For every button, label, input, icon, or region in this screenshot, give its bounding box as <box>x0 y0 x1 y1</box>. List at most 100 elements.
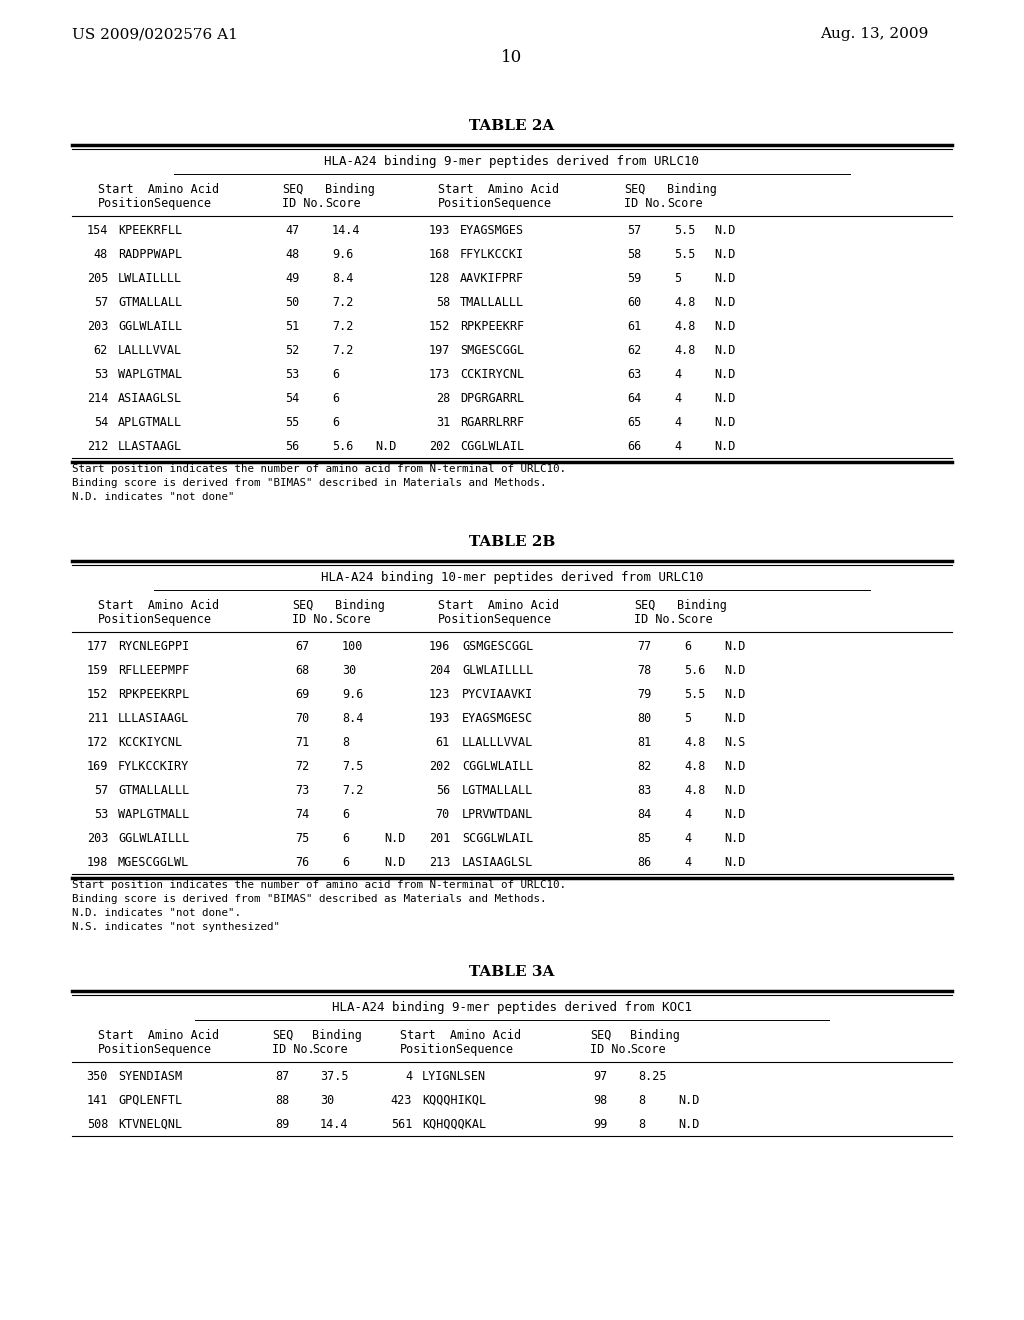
Text: SYENDIASM: SYENDIASM <box>118 1071 182 1082</box>
Text: 89: 89 <box>274 1118 289 1131</box>
Text: 350: 350 <box>87 1071 108 1082</box>
Text: LLLASIAAGL: LLLASIAAGL <box>118 711 189 725</box>
Text: 7.2: 7.2 <box>332 319 353 333</box>
Text: GPQLENFTL: GPQLENFTL <box>118 1094 182 1107</box>
Text: N.D: N.D <box>714 392 735 405</box>
Text: 7.2: 7.2 <box>332 345 353 356</box>
Text: 62: 62 <box>94 345 108 356</box>
Text: 173: 173 <box>429 368 450 381</box>
Text: WAPLGTMAL: WAPLGTMAL <box>118 368 182 381</box>
Text: LWLAILLLL: LWLAILLLL <box>118 272 182 285</box>
Text: 7.5: 7.5 <box>342 760 364 774</box>
Text: N.D. indicates "not done".: N.D. indicates "not done". <box>72 908 241 917</box>
Text: FYLKCCKIRY: FYLKCCKIRY <box>118 760 189 774</box>
Text: 128: 128 <box>429 272 450 285</box>
Text: 152: 152 <box>429 319 450 333</box>
Text: Binding score is derived from "BIMAS" described as Materials and Methods.: Binding score is derived from "BIMAS" de… <box>72 894 547 904</box>
Text: 172: 172 <box>87 737 108 748</box>
Text: N.D: N.D <box>384 832 406 845</box>
Text: 55: 55 <box>285 416 299 429</box>
Text: Binding: Binding <box>325 183 375 195</box>
Text: KQQQHIKQL: KQQQHIKQL <box>422 1094 486 1107</box>
Text: AAVKIFPRF: AAVKIFPRF <box>460 272 524 285</box>
Text: 202: 202 <box>429 760 450 774</box>
Text: 82: 82 <box>637 760 651 774</box>
Text: 8: 8 <box>638 1118 645 1131</box>
Text: N.D: N.D <box>678 1118 699 1131</box>
Text: N.S. indicates "not synthesized": N.S. indicates "not synthesized" <box>72 921 280 932</box>
Text: Score: Score <box>630 1043 666 1056</box>
Text: 58: 58 <box>627 248 641 261</box>
Text: 53: 53 <box>94 808 108 821</box>
Text: 70: 70 <box>436 808 450 821</box>
Text: SEQ: SEQ <box>282 183 303 195</box>
Text: N.D: N.D <box>714 416 735 429</box>
Text: 8.25: 8.25 <box>638 1071 667 1082</box>
Text: 10: 10 <box>502 49 522 66</box>
Text: 48: 48 <box>285 248 299 261</box>
Text: N.D. indicates "not done": N.D. indicates "not done" <box>72 492 234 502</box>
Text: EYAGSMGES: EYAGSMGES <box>460 224 524 238</box>
Text: N.D: N.D <box>714 296 735 309</box>
Text: KTVNELQNL: KTVNELQNL <box>118 1118 182 1131</box>
Text: WAPLGTMALL: WAPLGTMALL <box>118 808 189 821</box>
Text: N.D: N.D <box>724 855 745 869</box>
Text: 4.8: 4.8 <box>684 737 706 748</box>
Text: Binding: Binding <box>312 1030 361 1041</box>
Text: LASIAAGLSL: LASIAAGLSL <box>462 855 534 869</box>
Text: 54: 54 <box>94 416 108 429</box>
Text: PositionSequence: PositionSequence <box>98 1043 212 1056</box>
Text: 4: 4 <box>404 1071 412 1082</box>
Text: 72: 72 <box>295 760 309 774</box>
Text: 63: 63 <box>627 368 641 381</box>
Text: 62: 62 <box>627 345 641 356</box>
Text: SCGGLWLAIL: SCGGLWLAIL <box>462 832 534 845</box>
Text: 196: 196 <box>429 640 450 653</box>
Text: TABLE 2A: TABLE 2A <box>469 119 555 133</box>
Text: 66: 66 <box>627 440 641 453</box>
Text: 53: 53 <box>285 368 299 381</box>
Text: N.D: N.D <box>714 440 735 453</box>
Text: 159: 159 <box>87 664 108 677</box>
Text: 211: 211 <box>87 711 108 725</box>
Text: N.D: N.D <box>714 248 735 261</box>
Text: Binding: Binding <box>335 599 385 612</box>
Text: Binding: Binding <box>667 183 717 195</box>
Text: ID No.: ID No. <box>590 1043 633 1056</box>
Text: 97: 97 <box>593 1071 607 1082</box>
Text: 58: 58 <box>436 296 450 309</box>
Text: 201: 201 <box>429 832 450 845</box>
Text: 193: 193 <box>429 711 450 725</box>
Text: 4.8: 4.8 <box>674 345 695 356</box>
Text: HLA-A24 binding 10-mer peptides derived from URLC10: HLA-A24 binding 10-mer peptides derived … <box>321 572 703 583</box>
Text: 193: 193 <box>429 224 450 238</box>
Text: GGLWLAILLL: GGLWLAILLL <box>118 832 189 845</box>
Text: 67: 67 <box>295 640 309 653</box>
Text: 57: 57 <box>94 296 108 309</box>
Text: 99: 99 <box>593 1118 607 1131</box>
Text: 152: 152 <box>87 688 108 701</box>
Text: 205: 205 <box>87 272 108 285</box>
Text: 4: 4 <box>674 440 681 453</box>
Text: Start position indicates the number of amino acid from N-terminal of URLC10.: Start position indicates the number of a… <box>72 880 566 890</box>
Text: 9.6: 9.6 <box>332 248 353 261</box>
Text: 71: 71 <box>295 737 309 748</box>
Text: Start  Amino Acid: Start Amino Acid <box>438 599 559 612</box>
Text: 56: 56 <box>436 784 450 797</box>
Text: 4.8: 4.8 <box>674 296 695 309</box>
Text: 7.2: 7.2 <box>332 296 353 309</box>
Text: 14.4: 14.4 <box>319 1118 348 1131</box>
Text: 60: 60 <box>627 296 641 309</box>
Text: N.D: N.D <box>678 1094 699 1107</box>
Text: Score: Score <box>325 197 360 210</box>
Text: Score: Score <box>677 612 713 626</box>
Text: 76: 76 <box>295 855 309 869</box>
Text: 7.2: 7.2 <box>342 784 364 797</box>
Text: 65: 65 <box>627 416 641 429</box>
Text: 31: 31 <box>436 416 450 429</box>
Text: SEQ: SEQ <box>272 1030 293 1041</box>
Text: 213: 213 <box>429 855 450 869</box>
Text: Start  Amino Acid: Start Amino Acid <box>98 183 219 195</box>
Text: Score: Score <box>335 612 371 626</box>
Text: N.S: N.S <box>724 737 745 748</box>
